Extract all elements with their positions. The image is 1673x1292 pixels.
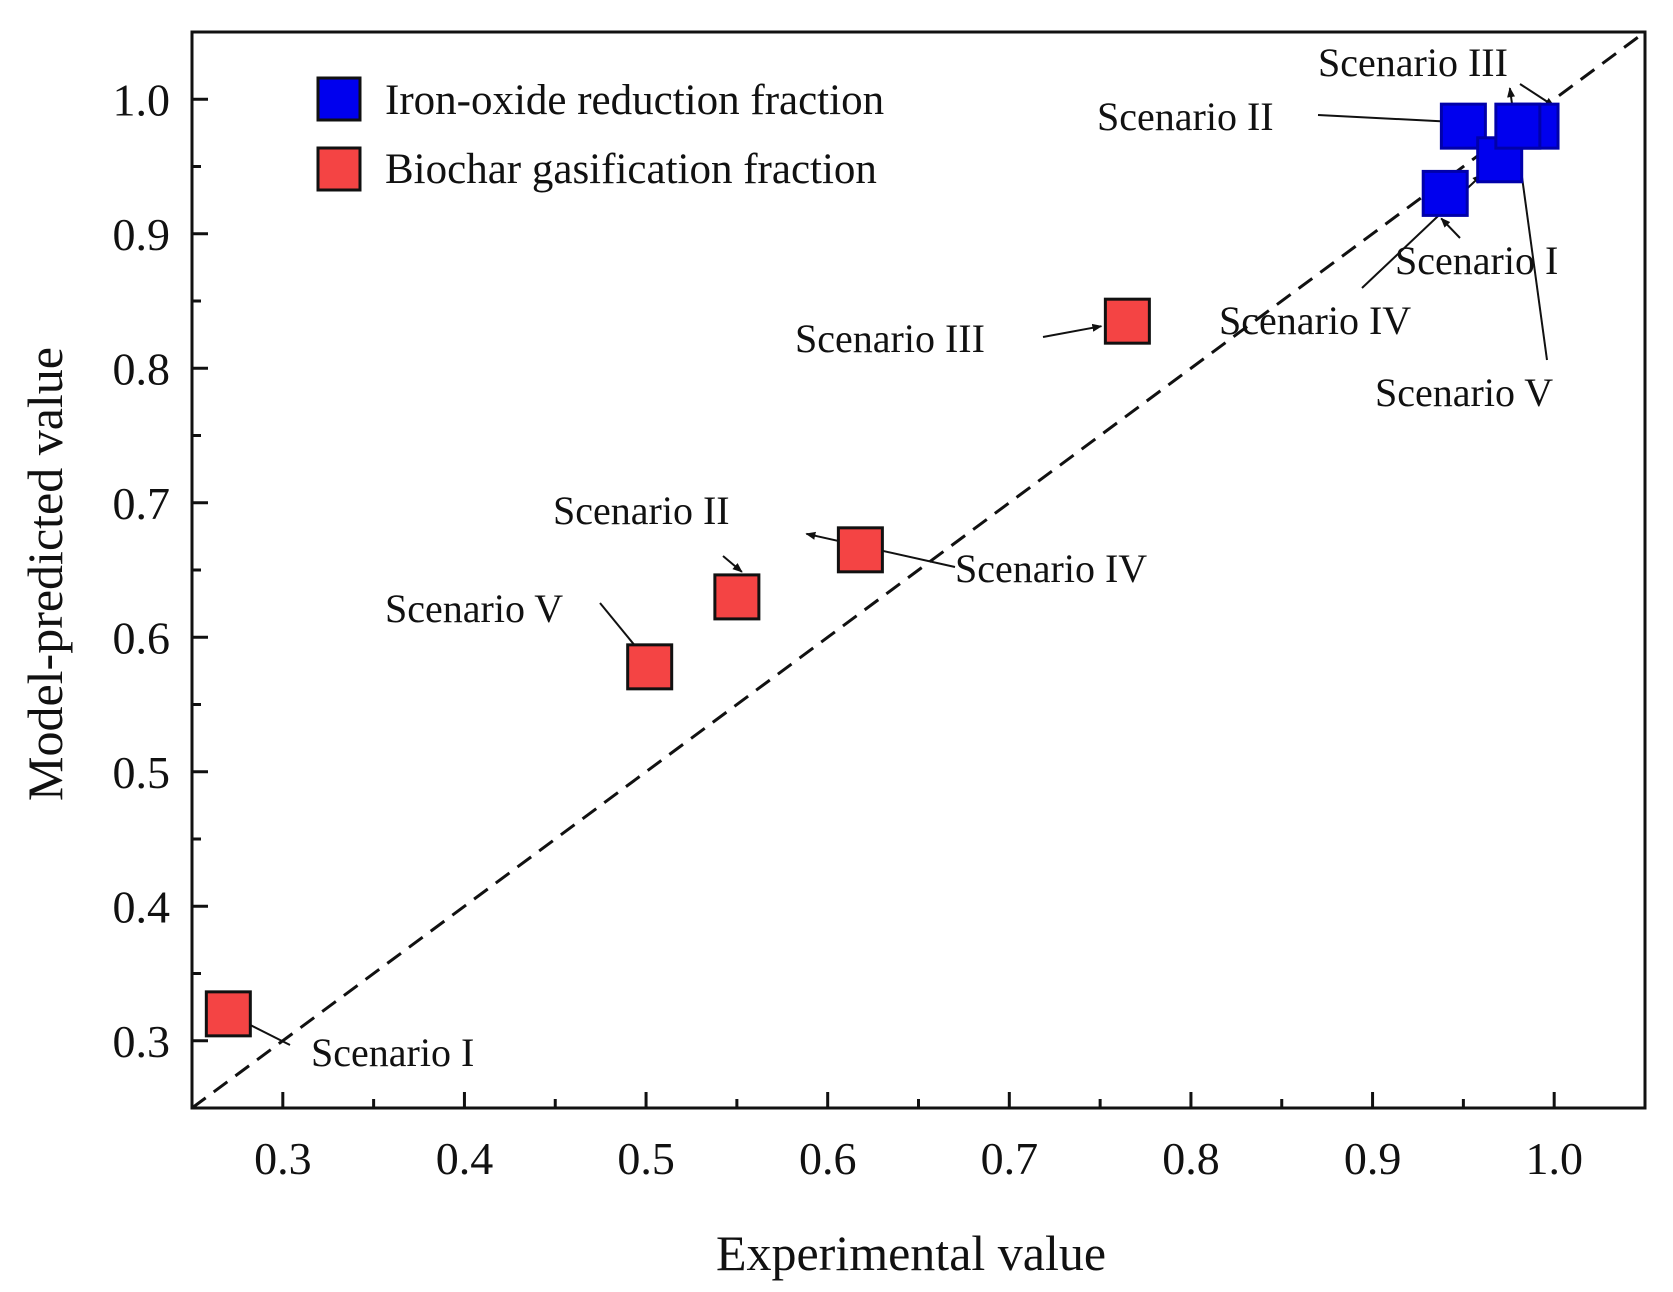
legend-swatch-biochar (316, 146, 362, 192)
label-iron-scenario-3: Scenario III (1318, 40, 1508, 85)
y-tick-label: 0.4 (113, 881, 171, 932)
label-biochar-scenario-1: Scenario I (311, 1030, 474, 1075)
biochar-point-3 (1103, 297, 1151, 345)
legend-label-biochar: Biochar gasification fraction (385, 146, 877, 193)
label-iron-scenario-5: Scenario V (1375, 370, 1553, 415)
label-iron-scenario-2: Scenario II (1097, 94, 1274, 139)
legend-swatch-iron-oxide (316, 76, 362, 122)
y-tick-label: 0.6 (113, 612, 171, 663)
reference-line-y-equals-x (191, 30, 1646, 1110)
label-biochar-scenario-3: Scenario III (795, 316, 985, 361)
label-iron-scenario-1: Scenario I (1395, 238, 1558, 283)
annotation-arrow-7 (722, 555, 743, 573)
x-tick-label: 0.6 (799, 1133, 857, 1184)
label-biochar-scenario-2: Scenario II (553, 488, 730, 533)
x-tick-label: 0.3 (254, 1133, 312, 1184)
biochar-point-2 (713, 573, 761, 621)
label-biochar-scenario-4: Scenario IV (955, 546, 1147, 591)
biochar-point-4 (836, 526, 884, 574)
biochar-point-5 (626, 643, 674, 691)
y-tick-label: 0.9 (113, 209, 171, 260)
annotation-labels: Scenario III Scenario II Scenario I Scen… (311, 40, 1558, 1075)
y-tick-label: 1.0 (113, 74, 171, 125)
x-tick-label: 1.0 (1525, 1133, 1583, 1184)
y-tick-label: 0.5 (113, 747, 171, 798)
biochar-point-1 (204, 990, 252, 1038)
y-tick-label: 0.7 (113, 478, 171, 529)
annotation-arrow-2 (1317, 114, 1459, 126)
iron-oxide-point-1 (1421, 169, 1469, 217)
y-axis-ticks: 0.3 0.4 0.5 0.6 0.7 0.8 0.9 1.0 (113, 30, 208, 1110)
x-tick-label: 0.8 (1162, 1133, 1220, 1184)
y-axis-title: Model-predicted value (17, 347, 73, 801)
x-tick-label: 0.5 (617, 1133, 675, 1184)
x-axis-ticks: 0.3 0.4 0.5 0.6 0.7 0.8 0.9 1.0 (190, 1092, 1647, 1184)
x-axis-title: Experimental value (716, 1225, 1106, 1281)
y-tick-label: 0.3 (113, 1016, 171, 1067)
y-tick-label: 0.8 (113, 343, 171, 394)
x-tick-label: 0.7 (981, 1133, 1039, 1184)
iron-oxide-point-5 (1494, 102, 1542, 150)
legend: Iron-oxide reduction fraction Biochar ga… (316, 76, 884, 193)
label-iron-scenario-4: Scenario IV (1219, 298, 1411, 343)
x-tick-label: 0.9 (1344, 1133, 1402, 1184)
annotation-arrow-1 (1519, 83, 1555, 107)
annotation-arrow-6 (1042, 323, 1103, 338)
legend-label-iron-oxide: Iron-oxide reduction fraction (385, 77, 884, 124)
annotation-arrow-3 (1440, 217, 1461, 239)
data-markers (204, 102, 1560, 1038)
label-biochar-scenario-5: Scenario V (385, 586, 563, 631)
x-tick-label: 0.4 (436, 1133, 494, 1184)
